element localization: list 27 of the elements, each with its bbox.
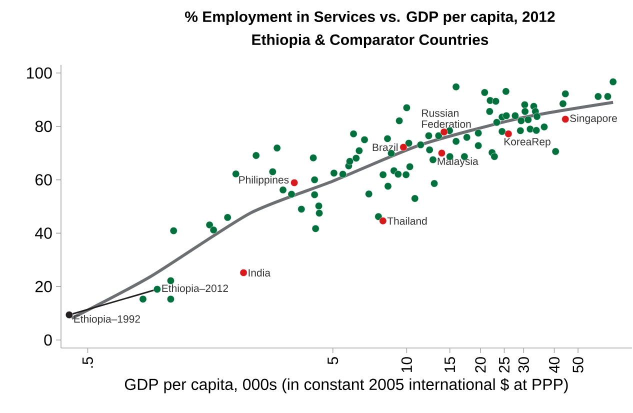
annotation: Singapore xyxy=(570,114,617,124)
annotation: Malaysia xyxy=(438,157,478,168)
y-tick-label: 0 xyxy=(44,334,52,346)
y-tick-label: 100 xyxy=(27,67,52,79)
y-tick-label: 40 xyxy=(35,228,52,239)
x-tick-label: 10 xyxy=(401,357,412,372)
annotation: Ethiopia–2012 xyxy=(162,284,228,294)
x-tick-label: .5 xyxy=(82,357,93,368)
chart-subtitle: Ethiopia & Comparator Countries xyxy=(252,34,488,48)
annotation: Russian Federation xyxy=(422,109,471,128)
x-tick-label: 50 xyxy=(572,357,584,373)
x-tick-label: 5 xyxy=(328,357,338,364)
x-tick-label: 40 xyxy=(548,357,560,373)
annotation: Philippines xyxy=(239,176,289,186)
annotation: KoreaRep xyxy=(504,138,550,148)
y-tick-label: 80 xyxy=(35,120,52,132)
y-tick-label: 20 xyxy=(35,280,52,292)
annotation: Thailand xyxy=(387,217,427,225)
annotation: Ethiopia–1992 xyxy=(74,314,140,325)
x-tick-label: 25 xyxy=(498,357,510,372)
x-tick-label: 30 xyxy=(518,357,529,373)
x-tick-label: 15 xyxy=(444,357,456,372)
annotation: India xyxy=(248,268,270,277)
x-tick-label: 20 xyxy=(475,357,486,372)
y-tick-label: 60 xyxy=(36,174,52,186)
x-axis-title: GDP per capita, 000s (in constant 2005 international $ at PPP) xyxy=(124,378,568,394)
chart-title: % Employment in Services vs. GDP per capita, 2012 xyxy=(185,11,555,25)
